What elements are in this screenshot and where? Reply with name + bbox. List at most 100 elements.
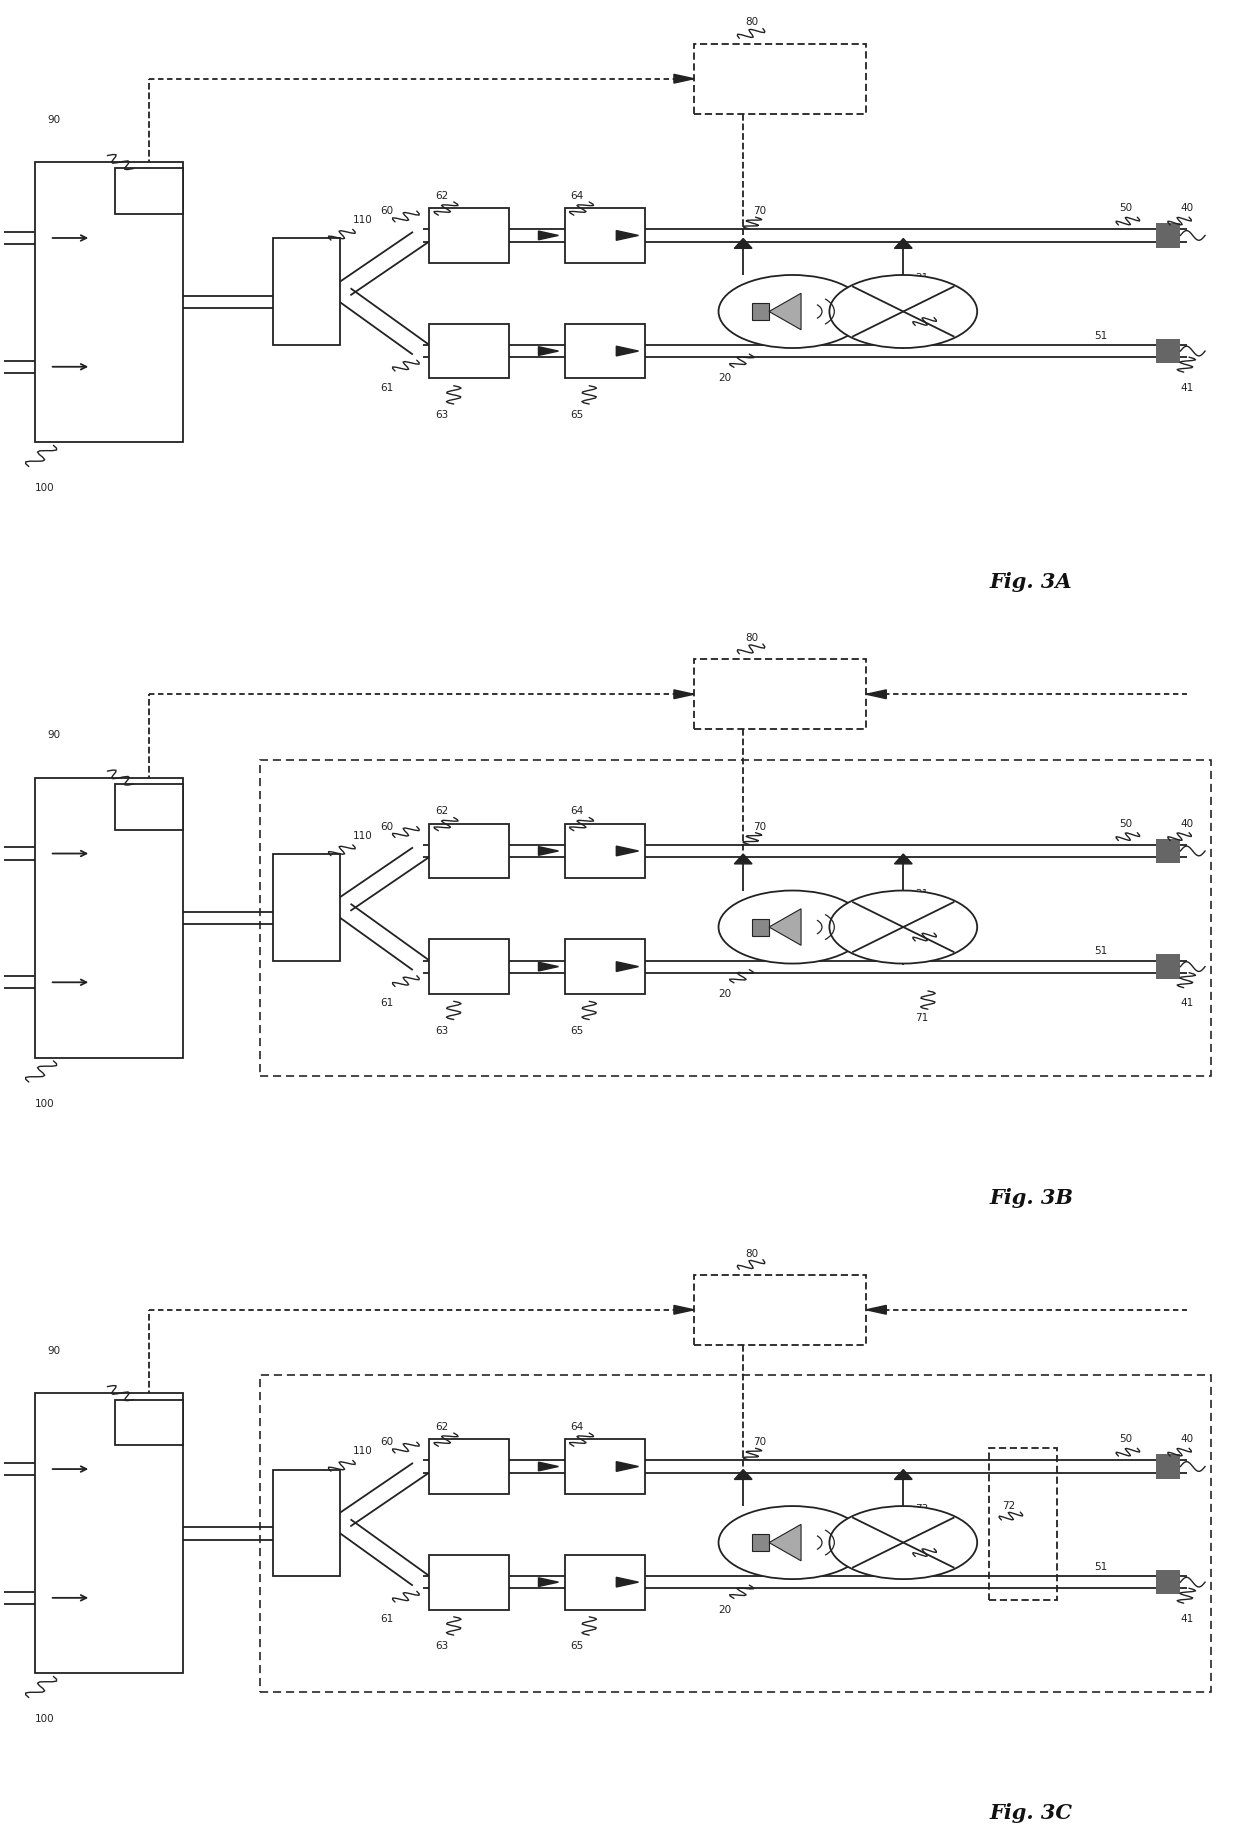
Bar — [35, 778, 182, 1057]
Bar — [564, 1440, 645, 1493]
Bar — [751, 303, 769, 320]
Text: 60: 60 — [379, 1438, 393, 1447]
Text: 100: 100 — [35, 1098, 55, 1109]
Text: 20: 20 — [718, 1604, 732, 1615]
Text: 80: 80 — [745, 1249, 759, 1258]
Text: 51: 51 — [1094, 946, 1107, 957]
Text: 63: 63 — [435, 1641, 449, 1650]
Text: 41: 41 — [1180, 1613, 1194, 1624]
Text: 71: 71 — [915, 1013, 929, 1024]
Polygon shape — [769, 294, 801, 329]
Text: 80: 80 — [745, 17, 759, 28]
Bar — [429, 1554, 510, 1610]
Text: 63: 63 — [435, 1026, 449, 1035]
Polygon shape — [538, 1462, 558, 1471]
Polygon shape — [616, 1578, 639, 1587]
Text: 20: 20 — [718, 989, 732, 1000]
Text: 70: 70 — [753, 207, 766, 216]
Bar — [429, 323, 510, 379]
Polygon shape — [675, 74, 694, 83]
Bar — [564, 209, 645, 262]
Polygon shape — [538, 347, 558, 355]
Text: 64: 64 — [570, 1421, 584, 1432]
Polygon shape — [867, 689, 887, 699]
Bar — [273, 238, 341, 346]
Polygon shape — [734, 1469, 751, 1480]
Text: 63: 63 — [435, 410, 449, 419]
Circle shape — [718, 1506, 867, 1578]
Polygon shape — [675, 1305, 694, 1314]
Text: 62: 62 — [435, 806, 449, 817]
Text: 41: 41 — [1180, 998, 1194, 1009]
Text: 70: 70 — [753, 822, 766, 832]
Text: Fig. 3B: Fig. 3B — [990, 1188, 1074, 1209]
Polygon shape — [616, 846, 639, 856]
Bar — [115, 1399, 182, 1445]
Text: 51: 51 — [1094, 331, 1107, 340]
Bar — [564, 939, 645, 994]
Polygon shape — [894, 238, 913, 248]
Polygon shape — [616, 346, 639, 357]
Polygon shape — [538, 231, 558, 240]
Bar — [273, 1469, 341, 1576]
Text: 61: 61 — [379, 998, 393, 1009]
Bar — [260, 760, 1211, 1076]
Text: 21: 21 — [915, 274, 929, 283]
Text: 50: 50 — [1118, 1434, 1132, 1443]
Circle shape — [830, 1506, 977, 1578]
Polygon shape — [538, 846, 558, 856]
Text: 61: 61 — [379, 383, 393, 392]
Polygon shape — [616, 231, 639, 240]
Text: 65: 65 — [570, 410, 584, 419]
Bar — [260, 1375, 1211, 1691]
Text: 64: 64 — [570, 190, 584, 201]
Polygon shape — [616, 1462, 639, 1471]
Text: 72: 72 — [1002, 1501, 1016, 1512]
Polygon shape — [538, 963, 558, 970]
Text: 110: 110 — [352, 1447, 372, 1456]
Polygon shape — [616, 961, 639, 972]
Text: 62: 62 — [435, 190, 449, 201]
Text: 50: 50 — [1118, 819, 1132, 828]
Text: 51: 51 — [1094, 1562, 1107, 1573]
Polygon shape — [734, 854, 751, 863]
Bar — [564, 824, 645, 878]
Text: 62: 62 — [435, 1421, 449, 1432]
Text: 100: 100 — [35, 482, 55, 493]
Text: 50: 50 — [1118, 203, 1132, 213]
Bar — [429, 939, 510, 994]
Text: 70: 70 — [753, 1438, 766, 1447]
Circle shape — [830, 891, 977, 963]
Text: 60: 60 — [379, 207, 393, 216]
Bar — [751, 1534, 769, 1550]
Circle shape — [718, 891, 867, 963]
Bar — [115, 784, 182, 830]
Bar — [1156, 338, 1180, 364]
Bar — [35, 1393, 182, 1674]
Text: 21: 21 — [915, 889, 929, 898]
Bar — [1156, 224, 1180, 248]
Bar — [1156, 1454, 1180, 1478]
Circle shape — [718, 275, 867, 347]
Bar — [1156, 839, 1180, 863]
Bar — [273, 854, 341, 961]
Text: 65: 65 — [570, 1641, 584, 1650]
Polygon shape — [894, 1469, 913, 1480]
Text: 64: 64 — [570, 806, 584, 817]
Text: 73: 73 — [915, 1504, 929, 1514]
Text: Fig. 3C: Fig. 3C — [990, 1804, 1073, 1824]
Text: 40: 40 — [1180, 203, 1194, 213]
Bar — [1156, 1571, 1180, 1595]
Circle shape — [830, 275, 977, 347]
Bar — [694, 660, 867, 730]
Text: 20: 20 — [718, 373, 732, 384]
Text: 65: 65 — [570, 1026, 584, 1035]
Bar — [429, 824, 510, 878]
Text: Fig. 3A: Fig. 3A — [990, 573, 1073, 593]
Polygon shape — [675, 689, 694, 699]
Text: 40: 40 — [1180, 1434, 1194, 1443]
Text: 40: 40 — [1180, 819, 1194, 828]
Bar — [990, 1449, 1058, 1600]
Text: 100: 100 — [35, 1715, 55, 1724]
Bar — [35, 163, 182, 442]
